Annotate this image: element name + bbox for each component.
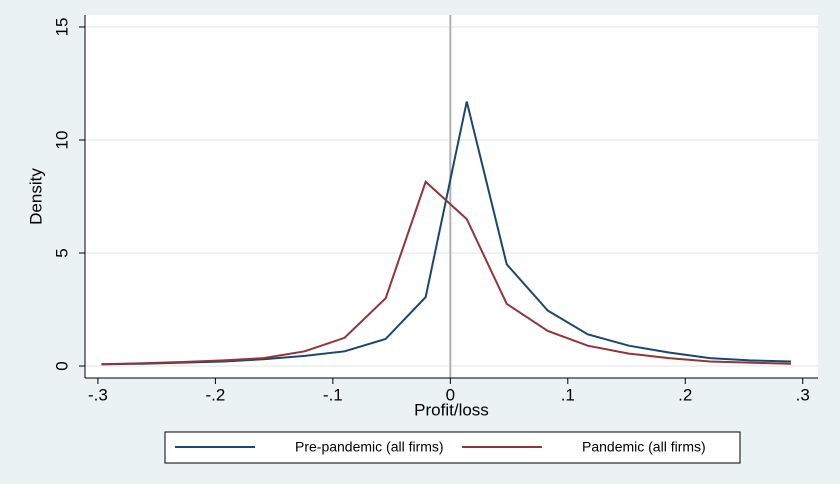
y-tick-label: 10 [52, 131, 71, 150]
x-tick-label: .1 [561, 385, 575, 404]
legend-label: Pandemic (all firms) [582, 439, 706, 455]
x-tick-label: -.1 [323, 385, 343, 404]
x-tick-label: .3 [796, 385, 810, 404]
legend-box [164, 431, 741, 464]
y-tick-label: 5 [52, 248, 71, 257]
x-tick-label: -.3 [88, 385, 108, 404]
x-tick-label: 0 [446, 385, 455, 404]
legend-label: Pre-pandemic (all firms) [295, 439, 444, 455]
x-axis-label: Profit/loss [414, 400, 489, 419]
y-axis-label: Density [26, 168, 45, 225]
y-tick-label: 0 [52, 361, 71, 370]
line [101, 180, 792, 366]
x-tick-label: .2 [678, 385, 692, 404]
y-tick-label: 15 [52, 18, 71, 37]
plot-area [85, 15, 818, 378]
x-tick-label: -.2 [205, 385, 225, 404]
